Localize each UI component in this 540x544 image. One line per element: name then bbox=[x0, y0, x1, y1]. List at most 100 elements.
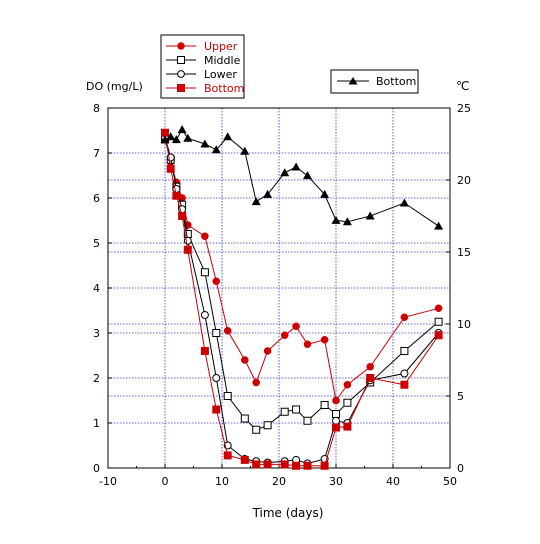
x-tick-label: -10 bbox=[99, 475, 117, 488]
data-point-upper-do bbox=[434, 304, 443, 313]
data-point-upper-do bbox=[280, 331, 289, 340]
data-point-bottom-temperature bbox=[342, 217, 352, 226]
y-axis-left-label: DO (mg/L) bbox=[86, 80, 143, 93]
y-left-tick-label: 0 bbox=[93, 462, 100, 475]
y-right-tick-label: 20 bbox=[457, 174, 471, 187]
data-point-bottom-temperature bbox=[263, 189, 273, 198]
x-tick-label: 50 bbox=[443, 475, 457, 488]
data-point-middle-do bbox=[223, 392, 232, 400]
data-point-bottom-do bbox=[280, 460, 289, 469]
series-upper-do bbox=[161, 131, 443, 405]
y-left-tick-label: 7 bbox=[93, 147, 100, 160]
data-point-bottom-temperature bbox=[251, 197, 261, 206]
data-point-bottom-temperature bbox=[399, 198, 409, 207]
y-right-tick-label: 15 bbox=[457, 246, 471, 259]
data-point-upper-do bbox=[252, 378, 261, 387]
data-point-bottom-do bbox=[223, 451, 232, 460]
data-point-upper-do bbox=[400, 313, 409, 322]
legend-label-lower: Lower bbox=[204, 68, 237, 81]
data-point-upper-do bbox=[332, 396, 340, 405]
data-point-upper-do bbox=[212, 277, 221, 286]
legend-label-middle: Middle bbox=[204, 54, 241, 67]
data-point-bottom-do bbox=[434, 331, 443, 340]
y-left-tick-label: 4 bbox=[93, 282, 100, 295]
data-point-bottom-do bbox=[212, 405, 221, 414]
data-point-bottom-temperature bbox=[365, 211, 375, 220]
x-tick-label: 20 bbox=[272, 475, 286, 488]
data-point-bottom-do bbox=[166, 164, 175, 173]
legend-label-upper: Upper bbox=[204, 40, 238, 53]
data-point-bottom-temperature bbox=[331, 215, 341, 224]
data-point-bottom-do bbox=[343, 422, 352, 431]
series-layer bbox=[160, 125, 444, 470]
data-point-middle-do bbox=[292, 405, 301, 414]
data-point-lower-do bbox=[212, 374, 221, 382]
data-point-upper-do bbox=[343, 380, 352, 389]
data-point-bottom-do bbox=[183, 245, 192, 254]
data-point-bottom-do bbox=[292, 461, 301, 470]
legend-temperature: Bottom bbox=[330, 69, 419, 94]
data-point-bottom-do bbox=[178, 212, 187, 220]
legend-label-bottom-temp: Bottom bbox=[376, 75, 416, 88]
series-bottom-temperature bbox=[160, 125, 444, 230]
data-point-upper-do bbox=[241, 356, 249, 364]
x-axis-label: Time (days) bbox=[252, 506, 324, 520]
x-tick-label: 10 bbox=[215, 475, 229, 488]
data-point-lower-do bbox=[183, 236, 192, 245]
y-left-tick-label: 1 bbox=[93, 417, 100, 430]
data-point-bottom-temperature bbox=[303, 171, 312, 180]
legend-temp-box bbox=[330, 69, 419, 94]
data-point-middle-do bbox=[263, 421, 272, 430]
data-point-bottom-temperature bbox=[280, 168, 290, 177]
data-point-bottom-temperature bbox=[177, 125, 187, 134]
y-left-tick-label: 2 bbox=[93, 372, 100, 385]
data-point-bottom-do bbox=[332, 423, 340, 432]
x-tick-label: 0 bbox=[162, 475, 169, 488]
data-point-lower-do bbox=[332, 416, 340, 425]
data-point-upper-do bbox=[303, 340, 312, 349]
y-axis-right-label: ℃ bbox=[456, 79, 469, 93]
data-point-bottom-temperature bbox=[200, 139, 210, 148]
y-left-tick-label: 5 bbox=[93, 237, 100, 250]
y-left-tick-label: 3 bbox=[93, 327, 100, 340]
data-point-upper-do bbox=[366, 362, 375, 371]
series-middle-do bbox=[161, 135, 443, 434]
data-point-bottom-do bbox=[400, 380, 409, 389]
series-lower-do bbox=[161, 133, 443, 468]
data-point-bottom-temperature bbox=[434, 221, 444, 230]
legend-item-upper: Upper bbox=[166, 40, 238, 53]
y-left-tick-label: 8 bbox=[93, 102, 100, 115]
data-point-middle-do bbox=[200, 268, 209, 277]
data-point-bottom-temperature bbox=[166, 132, 176, 141]
y-right-tick-label: 5 bbox=[457, 390, 464, 403]
y-left-tick-label: 6 bbox=[93, 192, 100, 205]
data-point-bottom-temperature bbox=[240, 146, 250, 155]
data-point-middle-do bbox=[343, 398, 352, 407]
data-point-middle-do bbox=[303, 416, 312, 425]
data-point-middle-do bbox=[280, 407, 289, 416]
legend-item-middle: Middle bbox=[166, 54, 241, 67]
y-right-tick-label: 0 bbox=[457, 462, 464, 475]
data-point-upper-do bbox=[201, 232, 209, 241]
data-point-middle-do bbox=[332, 410, 340, 418]
legend-item-lower: Lower bbox=[166, 68, 237, 81]
data-point-bottom-do bbox=[240, 455, 249, 464]
data-point-bottom-do bbox=[320, 461, 329, 470]
data-point-bottom-temperature bbox=[171, 135, 181, 144]
data-point-middle-do bbox=[320, 401, 329, 409]
grid-lines bbox=[108, 108, 450, 468]
data-point-bottom-do bbox=[303, 461, 312, 470]
data-point-upper-do bbox=[223, 326, 232, 335]
data-point-bottom-temperature bbox=[223, 132, 233, 141]
data-point-lower-do bbox=[400, 369, 409, 378]
data-point-bottom-do bbox=[200, 347, 209, 355]
data-point-middle-do bbox=[400, 347, 409, 355]
series-line-upper-do bbox=[164, 134, 439, 402]
data-point-bottom-temperature bbox=[160, 135, 170, 144]
data-point-bottom-do bbox=[263, 460, 272, 469]
legend-item-bottom-do: Bottom bbox=[166, 82, 244, 95]
data-point-bottom-do bbox=[252, 460, 261, 469]
data-point-bottom-temperature bbox=[320, 189, 330, 198]
data-point-middle-do bbox=[252, 425, 261, 434]
